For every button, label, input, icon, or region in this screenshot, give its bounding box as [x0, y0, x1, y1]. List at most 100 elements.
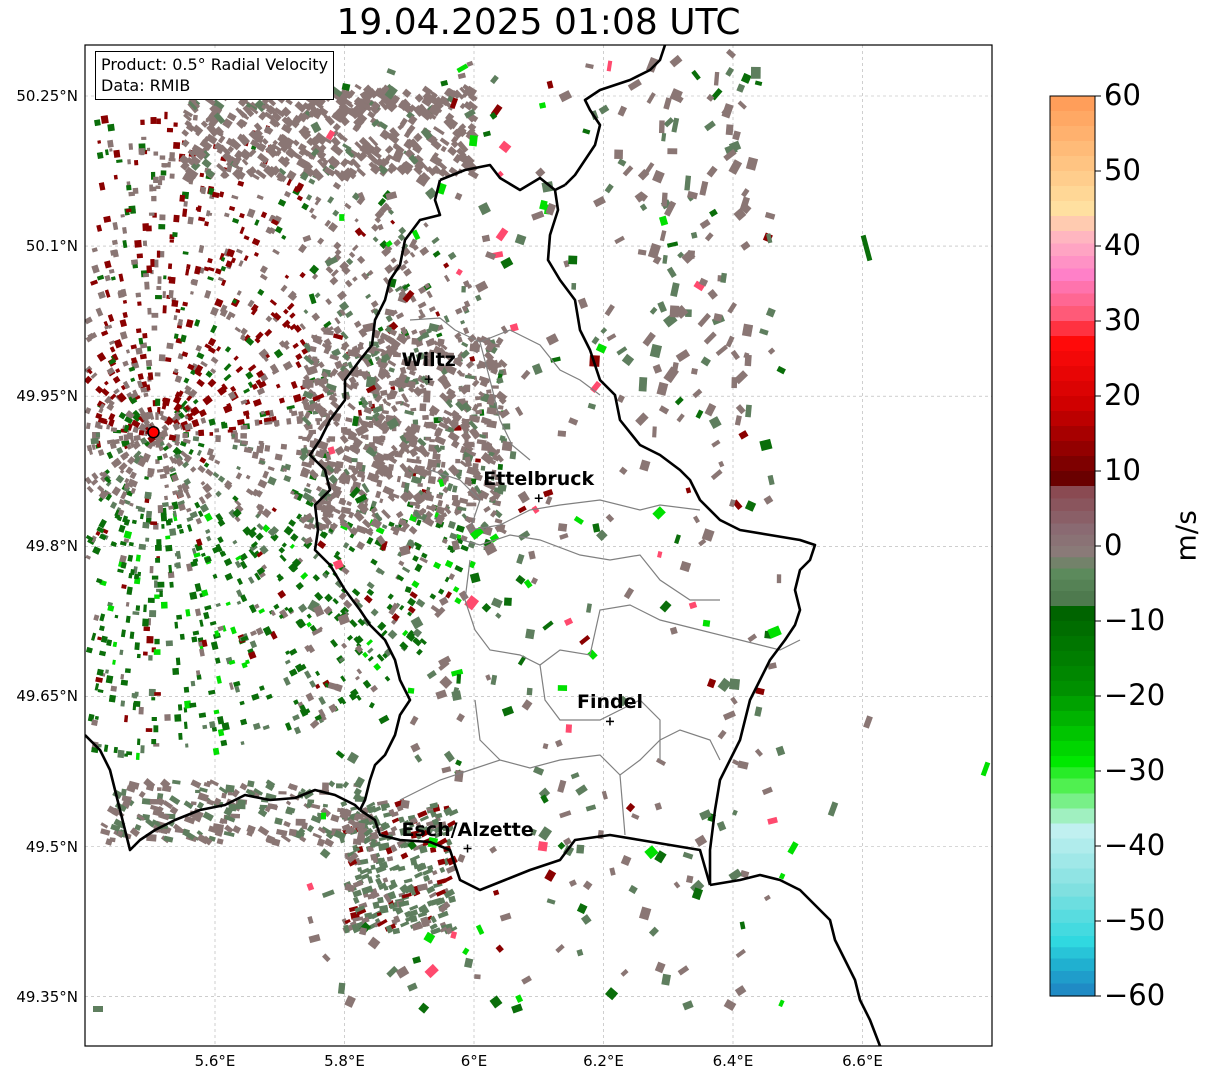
echo-pixel [298, 410, 304, 417]
echo-pixel [427, 475, 437, 485]
echo-pixel [283, 308, 289, 315]
colorbar-tick-label: −40 [1104, 828, 1166, 862]
colorbar-segment [1050, 396, 1095, 412]
echo-pixel [279, 608, 289, 619]
echo-pixel [443, 262, 450, 269]
echo-pixel [238, 260, 244, 267]
echo-pixel [353, 636, 362, 645]
echo-pixel [495, 612, 502, 619]
echo-pixel [284, 659, 291, 665]
echo-pixel [354, 218, 359, 223]
echo-pixel [443, 409, 453, 417]
echo-pixel [725, 48, 737, 59]
echo-pixel [193, 552, 201, 558]
echo-pixel [280, 443, 288, 450]
echo-pixel [169, 581, 174, 588]
echo-pixel [375, 873, 381, 879]
echo-pixel [90, 437, 99, 445]
lon-tick-label: 6.6°E [842, 1052, 883, 1070]
echo-pixel [432, 250, 441, 258]
echo-pixel [178, 411, 186, 419]
echo-pixel [261, 524, 271, 533]
echo-pixel [283, 343, 290, 351]
echo-pixel [684, 175, 692, 191]
echo-pixel [118, 411, 127, 420]
echo-pixel [293, 699, 299, 706]
echo-pixel [648, 926, 659, 937]
echo-pixel [501, 705, 514, 717]
echo-pixel [226, 164, 233, 173]
echo-pixel [579, 634, 591, 646]
echo-pixel [559, 810, 572, 819]
echo-pixel [194, 501, 201, 509]
echo-pixel [365, 293, 372, 300]
echo-pixel [274, 817, 283, 826]
echo-pixel [424, 282, 431, 289]
echo-pixel [557, 779, 567, 793]
echo-pixel [173, 402, 183, 413]
colorbar-segment [1050, 336, 1095, 352]
echo-pixel [295, 353, 303, 361]
echo-pixel [685, 875, 694, 884]
colorbar-tick-label: −60 [1104, 978, 1166, 1012]
echo-pixel [694, 834, 708, 847]
echo-pixel [382, 877, 389, 883]
echo-pixel [542, 620, 554, 631]
echo-pixel [278, 546, 286, 554]
echo-pixel [430, 897, 443, 906]
colorbar-segment [1050, 156, 1095, 172]
echo-pixel [126, 443, 132, 450]
echo-pixel [223, 373, 232, 382]
echo-pixel [169, 455, 176, 464]
echo-pixel [128, 394, 138, 405]
echo-pixel [105, 675, 114, 684]
colorbar-segment [1050, 726, 1095, 742]
echo-pixel [144, 281, 150, 290]
echo-pixel [200, 417, 207, 424]
echo-pixel [239, 560, 248, 570]
echo-pixel [242, 410, 250, 416]
lat-tick-label: 49.65°N [16, 687, 78, 706]
echo-pixel [339, 214, 345, 221]
echo-pixel [322, 953, 331, 963]
echo-pixel [353, 787, 362, 796]
echo-pixel [112, 249, 119, 258]
echo-pixel [302, 379, 314, 388]
echo-pixel [316, 838, 326, 847]
echo-pixel [417, 483, 423, 487]
echo-pixel [604, 304, 615, 317]
echo-pixel [356, 601, 364, 609]
echo-pixel [464, 957, 474, 969]
city-marker [605, 717, 614, 726]
echo-pixel [559, 532, 569, 540]
echo-pixel [418, 309, 425, 317]
echo-pixel [106, 424, 111, 430]
echo-pixel [275, 828, 288, 837]
echo-pixel [428, 306, 436, 313]
echo-pixel [172, 667, 180, 675]
echo-pixel [262, 470, 269, 479]
echo-pixel [251, 237, 261, 246]
echo-pixel [412, 419, 419, 426]
echo-pixel [575, 784, 588, 796]
echo-pixel [256, 445, 264, 454]
echo-pixel [241, 661, 248, 669]
echo-pixel [171, 299, 179, 308]
colorbar-segment [1050, 778, 1095, 795]
echo-pixel [207, 276, 214, 281]
colorbar-tick-label: −50 [1104, 903, 1166, 937]
echo-pixel [576, 949, 584, 957]
echo-pixel [130, 209, 137, 214]
echo-pixel [288, 668, 298, 677]
echo-pixel [716, 820, 727, 832]
echo-pixel [408, 539, 414, 545]
colorbar-segment [1050, 243, 1095, 257]
echo-pixel [591, 336, 600, 345]
echo-pixel [339, 301, 350, 312]
echo-pixel [649, 306, 658, 315]
echo-pixel [729, 678, 741, 690]
echo-pixel [208, 453, 216, 462]
echo-pixel [318, 708, 326, 718]
echo-pixel [293, 493, 299, 500]
echo-pixel [190, 291, 194, 295]
